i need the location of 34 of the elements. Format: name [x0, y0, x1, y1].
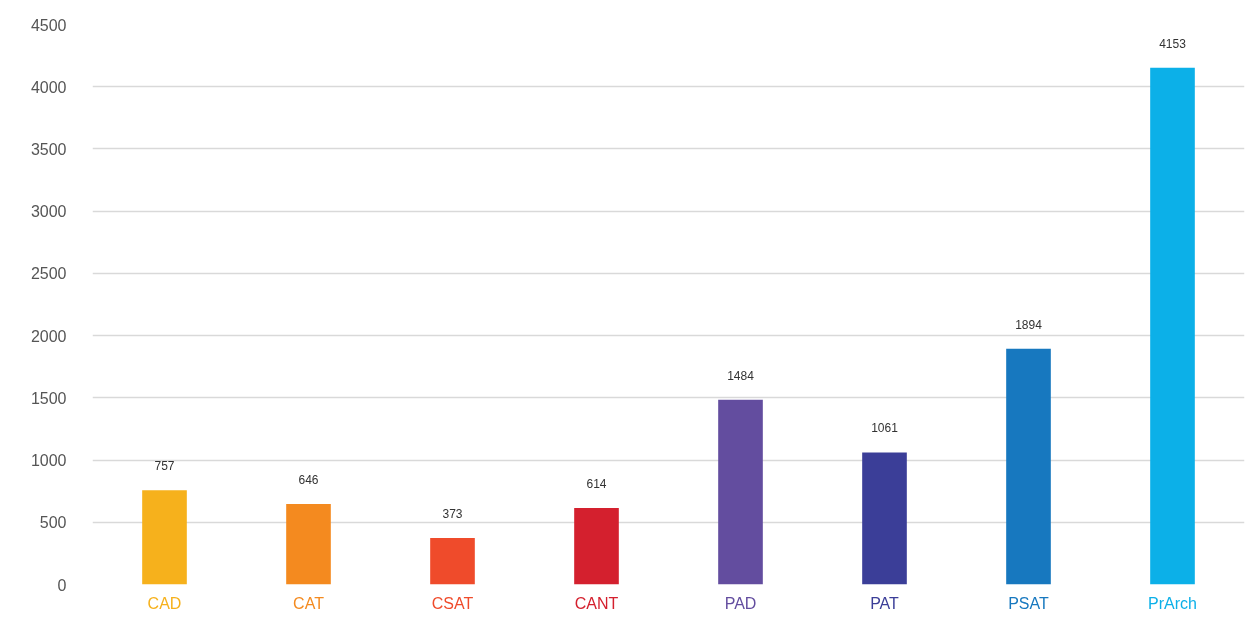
y-tick-label: 4000 — [30, 78, 67, 96]
bar — [1150, 67, 1195, 585]
y-tick-label: 3000 — [30, 203, 67, 221]
y-tick-label: 0 — [57, 576, 67, 594]
y-tick-label: 3500 — [30, 140, 67, 158]
bar — [142, 490, 187, 585]
x-tick-label: CSAT — [431, 595, 474, 613]
y-tick-label: 4500 — [30, 16, 67, 34]
y-tick-label: 1500 — [30, 389, 67, 407]
y-tick-label: 500 — [39, 514, 67, 532]
data-label: 646 — [298, 473, 319, 488]
data-label: 1484 — [727, 368, 755, 383]
x-tick-label: CANT — [574, 595, 619, 613]
y-tick-label: 2000 — [30, 327, 67, 345]
data-label: 1894 — [1015, 317, 1043, 332]
x-tick-label: PAD — [724, 595, 757, 613]
x-tick-label: CAT — [293, 595, 325, 613]
x-tick-label: PrArch — [1148, 595, 1197, 613]
x-tick-label: PAT — [870, 595, 900, 613]
bar — [718, 399, 763, 585]
x-tick-label: CAD — [147, 595, 182, 613]
bar — [1006, 348, 1051, 585]
bar — [430, 538, 475, 585]
data-label: 373 — [442, 507, 463, 522]
data-label: 757 — [154, 459, 175, 474]
y-tick-label: 1000 — [30, 452, 67, 470]
data-label: 614 — [586, 477, 607, 492]
data-label: 1061 — [871, 421, 899, 436]
data-label: 4153 — [1159, 36, 1187, 51]
x-tick-label: PSAT — [1008, 595, 1050, 613]
bar — [862, 452, 907, 585]
y-tick-label: 2500 — [30, 265, 67, 283]
bar — [286, 504, 331, 585]
bar — [574, 508, 619, 585]
